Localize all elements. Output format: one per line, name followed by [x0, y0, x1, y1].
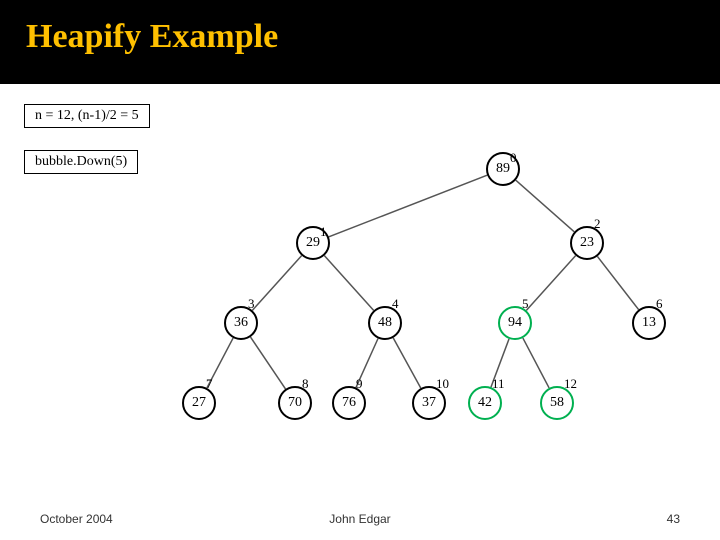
- tree-edge: [324, 256, 373, 311]
- info-box-0: n = 12, (n-1)/2 = 5: [24, 104, 150, 128]
- tree-node-index-5: 5: [522, 296, 529, 312]
- tree-node-index-8: 8: [302, 376, 309, 392]
- tree-node-index-4: 4: [392, 296, 399, 312]
- info-box-1: bubble.Down(5): [24, 150, 138, 174]
- tree-diagram: 8902912323634849451362777087693710421158…: [0, 0, 720, 540]
- footer-author: John Edgar: [329, 512, 390, 526]
- tree-node-index-2: 2: [594, 216, 601, 232]
- tree-edge: [393, 338, 421, 388]
- tree-edge: [252, 256, 301, 311]
- tree-edge: [597, 256, 638, 309]
- tree-node-index-1: 1: [320, 224, 327, 240]
- tree-edges: [0, 0, 720, 540]
- tree-node-index-9: 9: [356, 376, 363, 392]
- tree-node-index-6: 6: [656, 296, 663, 312]
- tree-node-index-7: 7: [206, 376, 213, 392]
- tree-edge: [516, 180, 574, 232]
- footer-page: 43: [667, 512, 680, 526]
- tree-node-index-10: 10: [436, 376, 449, 392]
- tree-edge: [251, 337, 286, 389]
- tree-edge: [523, 338, 549, 388]
- tree-node-index-11: 11: [492, 376, 505, 392]
- footer-date: October 2004: [40, 512, 113, 526]
- tree-node-index-3: 3: [248, 296, 255, 312]
- tree-node-index-0: 0: [510, 150, 517, 166]
- tree-node-index-12: 12: [564, 376, 577, 392]
- tree-edge: [329, 175, 487, 237]
- tree-edge: [526, 256, 575, 311]
